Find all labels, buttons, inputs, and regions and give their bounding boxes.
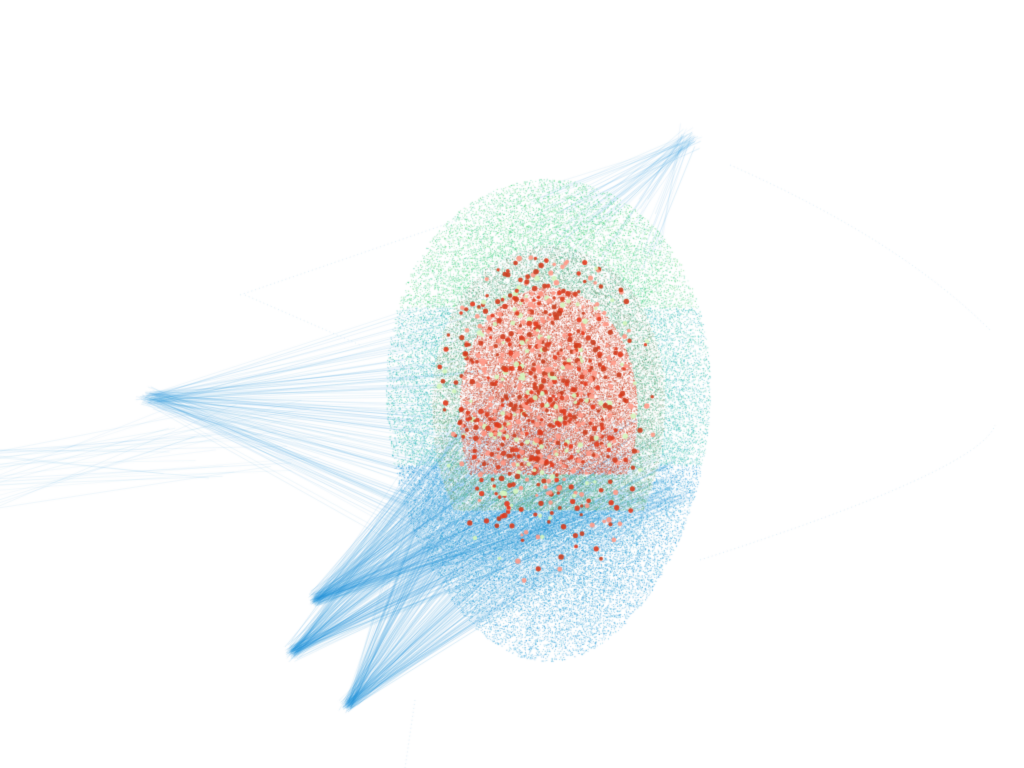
- visualization-viewport: [0, 0, 1024, 768]
- network-point-cloud-canvas[interactable]: [0, 0, 1024, 768]
